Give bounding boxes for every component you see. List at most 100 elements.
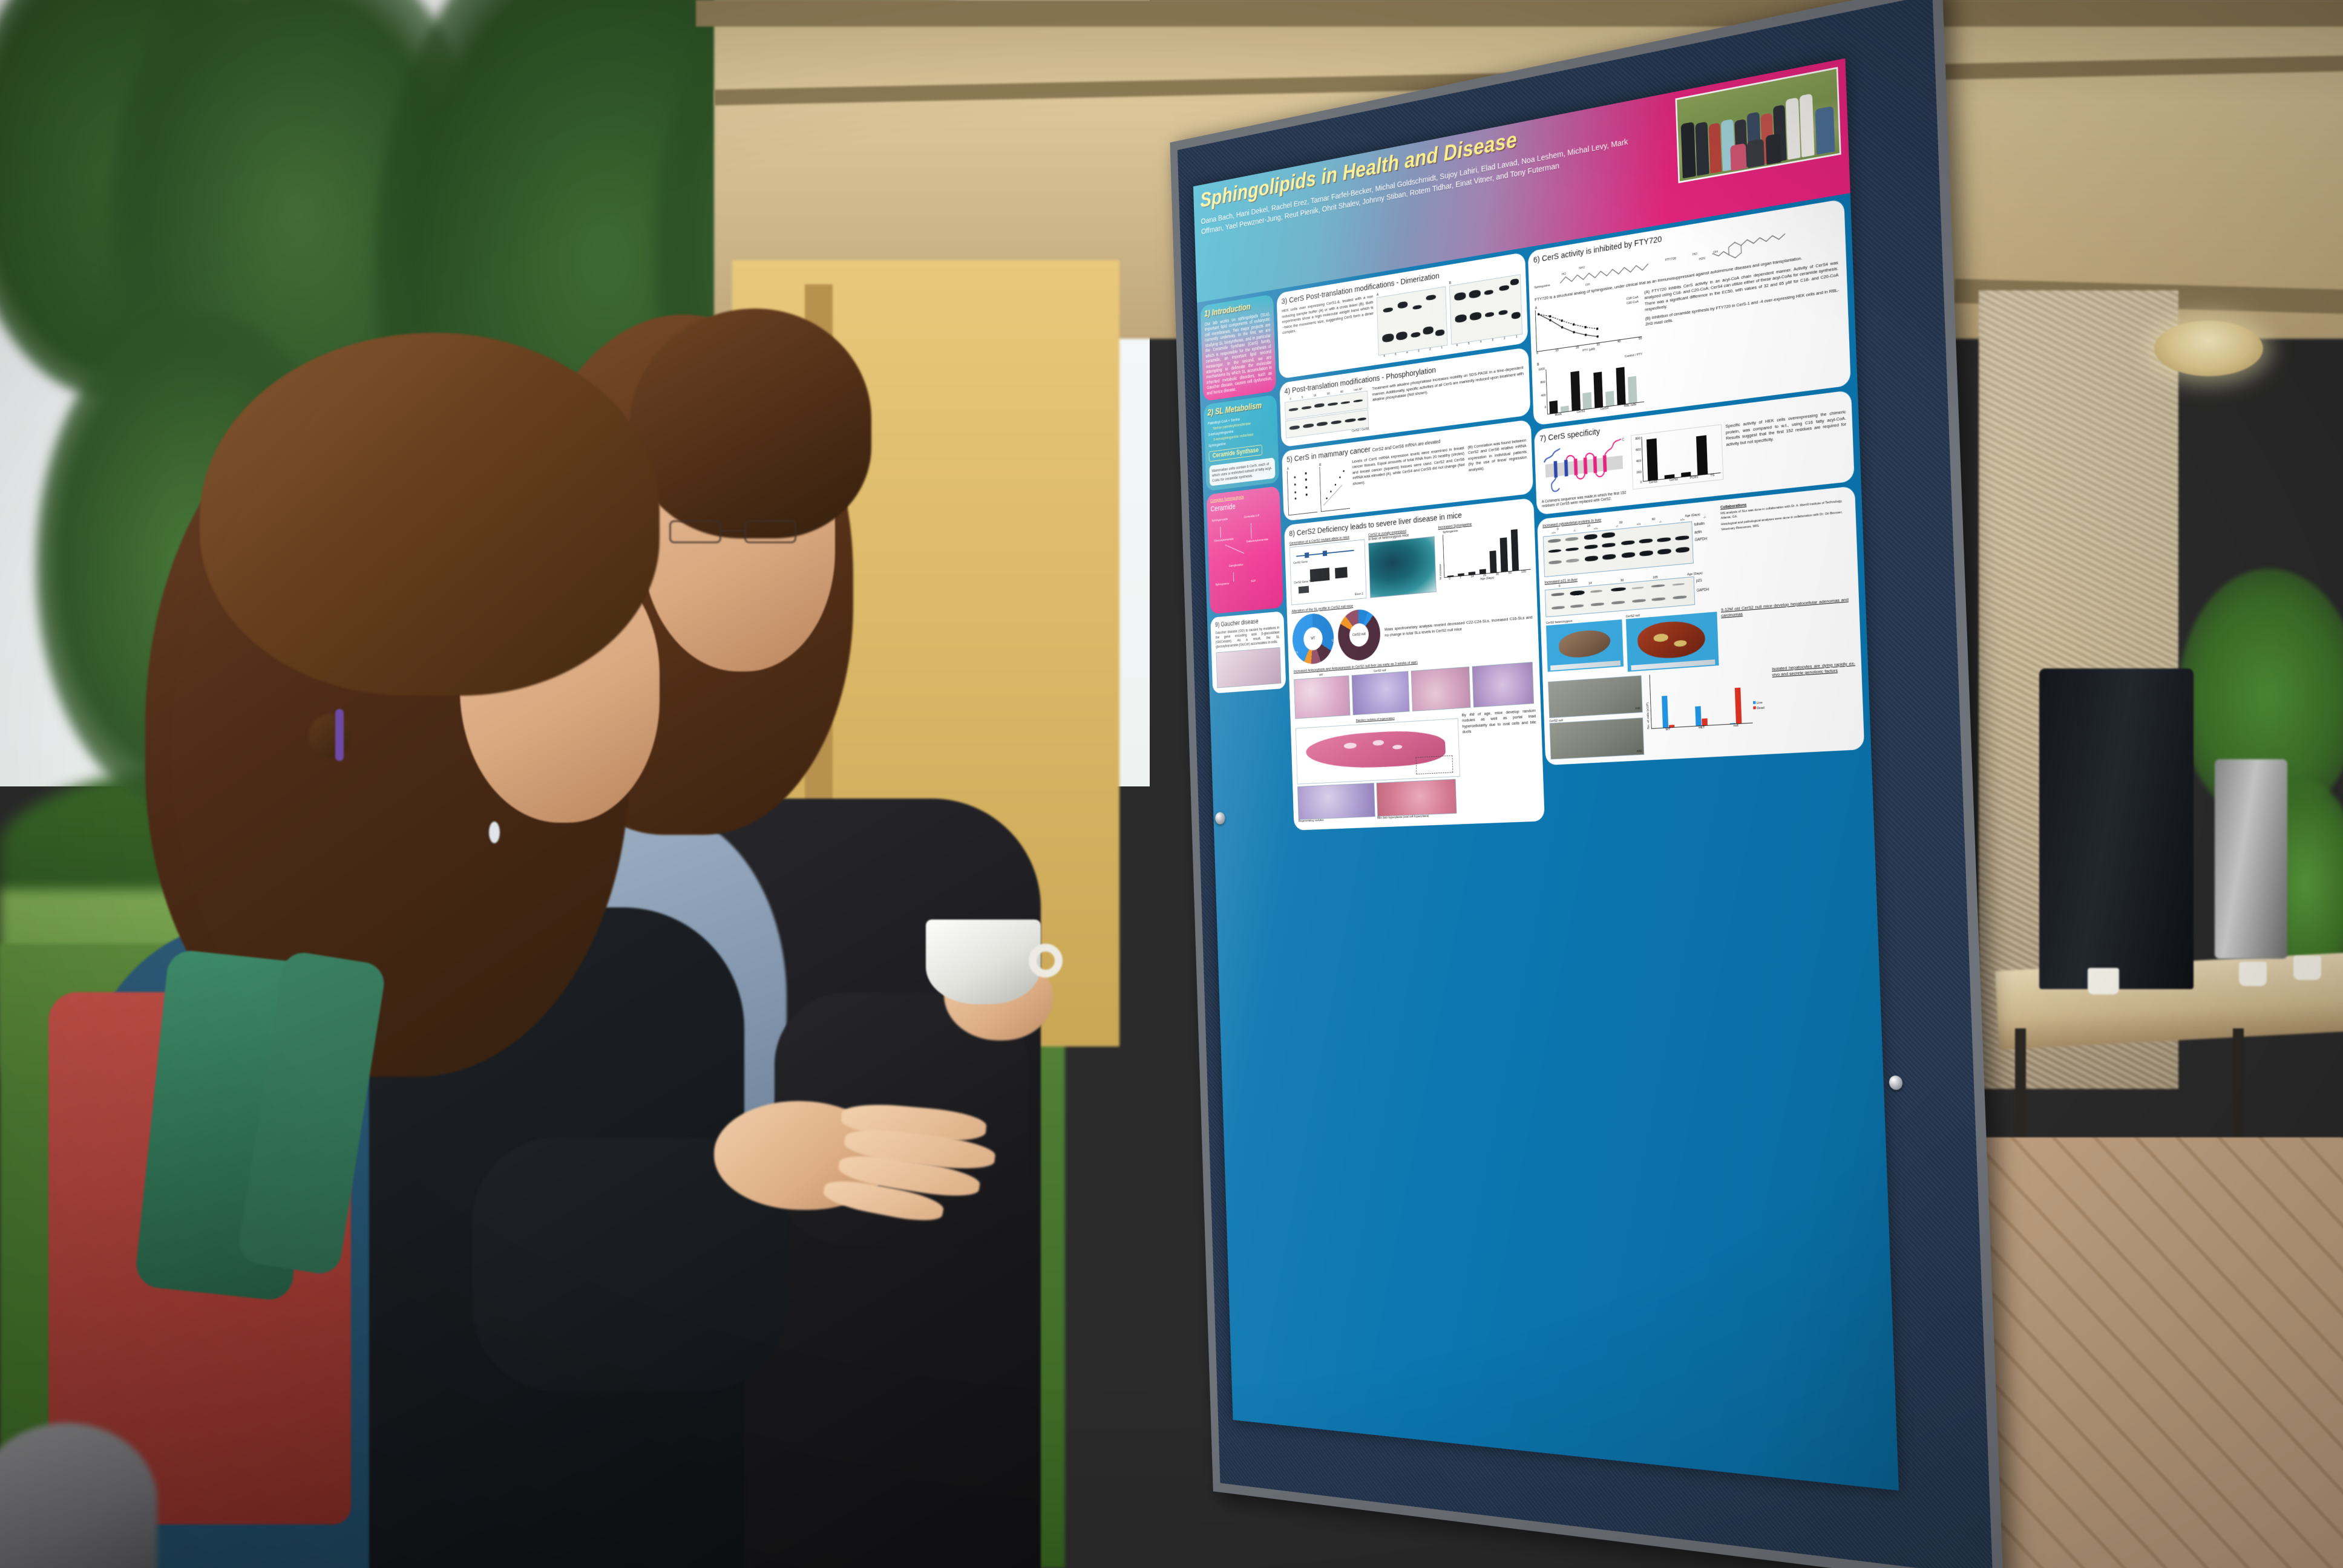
chart-bar	[1499, 537, 1508, 572]
y-tick: 400	[1541, 393, 1546, 397]
y-tick: 600	[1636, 448, 1641, 452]
pie-chart-null: CerS2 null	[1337, 607, 1381, 662]
lane-label: 5	[1395, 353, 1397, 357]
research-poster[interactable]: Sphingolipids in Health and Disease Oana…	[1193, 58, 1899, 1491]
chart-bar-live	[1661, 695, 1668, 728]
mug-handle	[1029, 944, 1063, 978]
poster-board[interactable]: Sphingolipids in Health and Disease Oana…	[1170, 0, 2004, 1568]
metabolism-pathway: Palmitoyl-CoA + Serine Serine palmitoylt…	[1208, 412, 1274, 449]
chart-bar	[1479, 569, 1486, 574]
age-label: 60	[1651, 517, 1656, 521]
foreground-blur	[0, 1423, 157, 1568]
x-tick: 50	[1638, 337, 1642, 341]
pie-chart-wt: WT C24 C22 C24:1	[1291, 612, 1337, 665]
section-sl-metabolism: 2) SL Metabolism Palmitoyl-CoA + Serine …	[1203, 394, 1280, 491]
svg-text:NH2: NH2	[1579, 266, 1585, 271]
sphinganine-ylabel: % increase	[1439, 563, 1443, 580]
legend-item-dead: Dead	[1757, 706, 1765, 710]
y-tick: 800	[1540, 380, 1545, 385]
section-liver-blots: Increased cytoskeletal proteins in liver…	[1537, 485, 1865, 766]
pathway-node: Sphingomyelin	[1211, 517, 1228, 523]
protein-label: GAPDH	[1694, 537, 1708, 543]
section-complex-sphingolipids: Complex Sphingolipids Ceramide Sphingomy…	[1206, 486, 1283, 614]
lane-label: 6	[1456, 344, 1458, 348]
pathway-diagram: Sphingomyelin Ceramide-1-P Glucosylceram…	[1211, 510, 1279, 609]
structure-label-sphingosine: Sphingosine	[1534, 284, 1550, 290]
x-tick: 60	[1508, 571, 1512, 575]
chart-bar	[1605, 390, 1614, 407]
chart-bar-live	[1729, 722, 1735, 724]
hepatocyte-text: Isolated hepatocytes are dying rapidly e…	[1772, 660, 1856, 678]
phospho-blot: 0 5 15 30 60 min AP	[1285, 387, 1369, 442]
pathway-node: Gangliosides	[1228, 563, 1244, 568]
fty720-charts: A	[1535, 290, 1645, 420]
lane-label: 4	[1406, 351, 1408, 355]
section-gaucher-body: Gaucher disease (GD) is caused by mutati…	[1215, 626, 1280, 649]
coffee-urn	[2039, 668, 2194, 989]
person-back-hair-front	[629, 309, 871, 538]
pathway-node: Ceramide-1-P	[1244, 514, 1260, 519]
ceiling-lamp	[2154, 321, 2263, 376]
chart-bar	[1468, 571, 1475, 575]
poster-right-column: 6) CerS activity is inhibited by FTY720 …	[1527, 198, 1892, 1485]
pie-slice-label: C24	[1291, 622, 1296, 626]
lane-label: 1	[1441, 346, 1443, 350]
mammary-chart-b: B	[1319, 460, 1351, 512]
pathway-node: Galactosylceramide	[1246, 538, 1269, 544]
cers2-gene-label: CerS2 Gene	[1293, 560, 1308, 566]
pathway-node: Glucosylceramide	[1214, 537, 1234, 543]
legend-item-live: Live	[1756, 701, 1763, 705]
section-cers2-liver: 8) CerS2 Deficiency leads to severe live…	[1284, 498, 1545, 831]
cers2-genetrap-label: CerS2 Gene Trap	[1294, 579, 1314, 585]
metabolism-note: Mammalian cells contain 6 CerS, each of …	[1209, 457, 1276, 486]
chart-bar	[1570, 370, 1581, 411]
liver-western-blots: Increased cytoskeletal proteins in liver…	[1542, 506, 1719, 618]
pathway-node: S1P	[1251, 579, 1256, 583]
chart-bar	[1627, 376, 1637, 404]
dimerization-blot-b: B	[1449, 270, 1523, 348]
earring	[489, 822, 500, 843]
lane-label: 1	[1515, 335, 1518, 339]
age-label: 30	[1619, 521, 1623, 525]
magnification-label: X40	[1634, 707, 1640, 711]
cers2-sub4-text: Mass spectrometary analysis reveled decr…	[1384, 615, 1533, 638]
svg-text:H2N: H2N	[1699, 257, 1706, 262]
specificity-tm-diagram: C A Cchimeric sequence was made,in which…	[1540, 436, 1629, 509]
chart-bar	[1664, 474, 1675, 479]
mammary-chart-a: A	[1287, 464, 1318, 516]
x-tick: 30	[1596, 343, 1600, 347]
pie-slice-label: C22	[1331, 639, 1337, 643]
lane-label: 3	[1417, 349, 1420, 353]
fty720-structures: Sphingosine HO NH2 OH FTY720 HO H2N	[1533, 218, 1840, 298]
y-tick: 800	[1635, 437, 1640, 442]
lane-label: 2	[1503, 336, 1506, 341]
chart-bar-dead	[1734, 687, 1742, 724]
cers2-nodules: Random nodules of regeneration	[1295, 708, 1539, 823]
cup	[2293, 956, 2321, 980]
chart-bar	[1549, 400, 1558, 414]
section-introduction-body: Our lab works on sphingolipids (SLs), im…	[1204, 311, 1273, 396]
cup	[2239, 962, 2267, 986]
push-pin	[1889, 1075, 1903, 1090]
chart-bar	[1561, 405, 1570, 413]
hair-tie	[335, 709, 344, 761]
cers2-sphinganine: Increased Sphinganine % increase Sphinga…	[1438, 516, 1531, 592]
lane-label: 5	[1468, 342, 1470, 346]
y-tick: 1200	[1538, 367, 1545, 371]
chart-bar-live	[1695, 705, 1702, 726]
x-tick: null	[1733, 724, 1738, 728]
roof-beam	[696, 0, 2343, 27]
section-mammary-body-b: (B) Correlation was found between CerS2 …	[1467, 437, 1527, 472]
chart-bar-dead	[1668, 724, 1674, 727]
poster-body: 1) Introduction Our lab works on sphingo…	[1197, 193, 1899, 1491]
eyeglasses	[669, 520, 796, 543]
specificity-chart: 800 600 400 200 0	[1630, 424, 1724, 499]
chart-bar	[1616, 367, 1626, 405]
legend-swatch-dead	[1753, 706, 1756, 710]
chart-bar	[1593, 371, 1604, 408]
lane-label: 2	[1429, 347, 1431, 351]
svg-text:OH: OH	[1713, 250, 1718, 255]
chart-bar	[1582, 392, 1592, 410]
lane-label: 4	[1480, 340, 1482, 344]
pie-slice-label: C24:1	[1291, 651, 1299, 655]
